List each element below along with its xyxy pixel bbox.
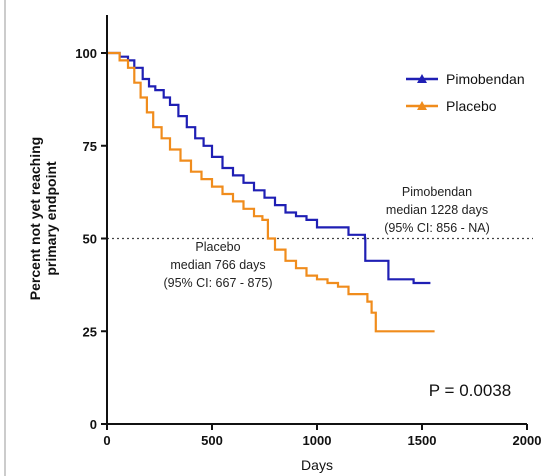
annotation-pimobendan-line-3: (95% CI: 856 - NA) (384, 221, 490, 235)
series-line-pimobendan (107, 51, 431, 285)
annotation-placebo-line-1: Placebo (195, 240, 240, 254)
x-tick-label: 1500 (408, 433, 437, 448)
y-tick-label: 0 (90, 417, 97, 432)
y-axis-title-line-1: Percent not yet reaching (27, 137, 43, 300)
x-tick-label: 1000 (303, 433, 332, 448)
x-tick-label: 2000 (513, 433, 542, 448)
legend-marker-pimobendan (417, 74, 427, 83)
annotation-placebo-median: Placebo median 766 days (95% CI: 667 - 8… (163, 240, 272, 290)
y-tick-label: 25 (83, 324, 97, 339)
legend-label-placebo: Placebo (446, 98, 497, 114)
x-tick-label: 0 (103, 433, 110, 448)
x-tick-label: 500 (201, 433, 223, 448)
x-axis-title: Days (301, 457, 333, 473)
legend: Pimobendan Placebo (406, 71, 525, 114)
series-line-placebo (107, 51, 435, 333)
x-ticks: 0 500 1000 1500 2000 (103, 424, 541, 448)
y-axis-title-line-2: primary endpoint (43, 161, 59, 276)
y-tick-label: 50 (83, 232, 97, 247)
annotation-pimobendan-median: Pimobendan median 1228 days (95% CI: 856… (384, 185, 490, 235)
annotation-pimobendan-line-2: median 1228 days (386, 203, 488, 217)
p-value-label: P = 0.0038 (429, 381, 511, 400)
legend-marker-placebo (417, 101, 427, 110)
y-axis-title: Percent not yet reaching primary endpoin… (27, 137, 59, 300)
annotation-placebo-line-2: median 766 days (170, 258, 265, 272)
annotation-pimobendan-line-1: Pimobendan (402, 185, 472, 199)
y-tick-label: 100 (75, 46, 97, 61)
y-tick-label: 75 (83, 139, 97, 154)
y-ticks: 0 25 50 75 100 (75, 46, 107, 432)
legend-label-pimobendan: Pimobendan (446, 71, 525, 87)
annotation-placebo-line-3: (95% CI: 667 - 875) (163, 276, 272, 290)
